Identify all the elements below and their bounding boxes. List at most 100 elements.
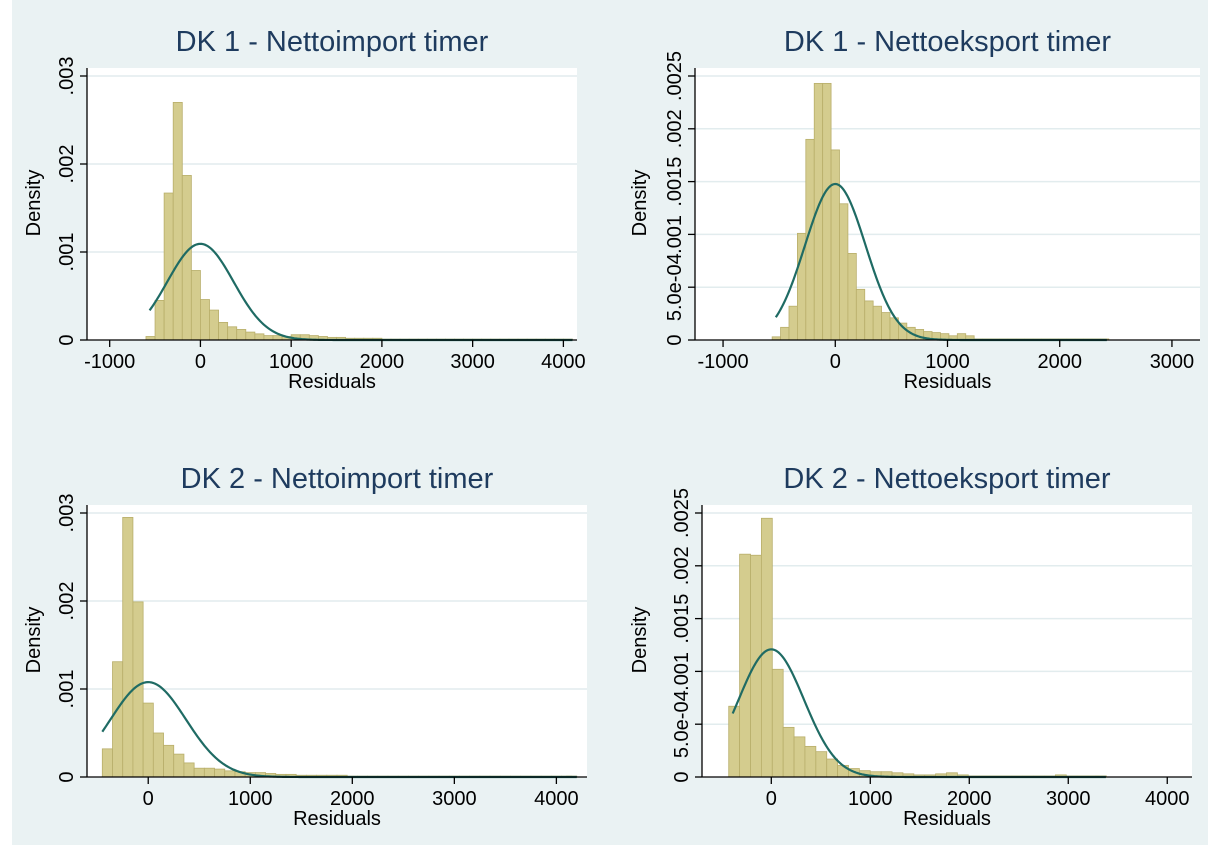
y-tick-label-3: .003 <box>56 494 78 533</box>
histogram-bar-13 <box>872 305 882 341</box>
histogram-bar-3 <box>163 192 174 341</box>
x-tick-label-4: 3000 <box>450 351 495 373</box>
y-axis-title: Density <box>629 170 651 237</box>
histogram-bar-9 <box>183 762 195 778</box>
x-tick-label-3: 3000 <box>432 788 477 810</box>
histogram-bar-8 <box>830 149 840 341</box>
histogram-bar-3 <box>750 554 762 778</box>
histogram-bar-6 <box>782 726 795 778</box>
x-tick-label-2: 1000 <box>925 351 970 373</box>
histogram-bar-8 <box>209 309 219 341</box>
y-tick-label-3: .003 <box>56 57 78 96</box>
histogram-panel-1: DK 1 - Nettoimport timer -1000 0 1000 2000 30… <box>23 26 586 393</box>
y-axis-title: Density <box>23 607 45 674</box>
histogram-bar-8 <box>173 753 185 778</box>
y-tick-label-1: .001 <box>56 670 78 709</box>
x-tick-label-1: 1000 <box>228 788 273 810</box>
y-axis-title: Density <box>23 170 45 237</box>
histogram-bar-10 <box>826 758 839 778</box>
y-tick-label-0: 0 <box>56 334 78 345</box>
y-tick-label-0: 0 <box>671 771 693 782</box>
histogram-bar-5 <box>181 175 192 341</box>
x-tick-label-2: 2000 <box>947 788 992 810</box>
histogram-bar-4 <box>172 102 183 341</box>
histogram-bar-14 <box>263 335 274 341</box>
x-axis-title: Residuals <box>288 371 376 393</box>
histogram-bar-2 <box>739 553 751 778</box>
histogram-bar-10 <box>193 767 205 778</box>
plot-area <box>87 505 587 777</box>
x-tick-label-0: -1000 <box>697 351 748 373</box>
histogram-bar-7 <box>200 299 210 341</box>
x-axis-title: Residuals <box>903 808 991 830</box>
histogram-bar-3 <box>122 517 134 778</box>
histogram-bar-9 <box>218 321 229 341</box>
histogram-bar-7 <box>822 82 832 341</box>
histogram-bar-2 <box>780 326 790 341</box>
histogram-panel-4: DK 2 - Nettoeksport timer 0 1000 2000 3000 40… <box>629 463 1192 830</box>
histogram-bar-11 <box>203 767 215 778</box>
histogram-bar-8 <box>804 745 817 778</box>
histogram-bar-4 <box>760 517 773 778</box>
plot-area <box>695 68 1200 340</box>
x-tick-label-2: 1000 <box>269 351 314 373</box>
x-tick-label-3: 2000 <box>360 351 405 373</box>
x-tick-label-5: 4000 <box>541 351 586 373</box>
histogram-bar-1 <box>101 748 113 778</box>
histogram-bar-5 <box>142 702 154 778</box>
histogram-bar-12 <box>864 300 874 341</box>
x-tick-label-1: 0 <box>195 351 206 373</box>
y-tick-label-2: .002 <box>56 582 78 621</box>
x-tick-label-1: 1000 <box>848 788 893 810</box>
y-tick-label-2: .001 <box>671 652 693 691</box>
histogram-panel-2: DK 1 - Nettoeksport timer -1000 0 1000 2000 3… <box>629 26 1200 393</box>
histogram-bar-7 <box>793 736 806 778</box>
y-tick-label-2: .001 <box>664 215 686 254</box>
histogram-bar-14 <box>881 312 891 341</box>
histogram-bar-6 <box>152 732 164 778</box>
y-tick-label-2: .002 <box>56 145 78 184</box>
x-tick-label-4: 4000 <box>534 788 579 810</box>
y-tick-label-1: .001 <box>56 233 78 272</box>
x-tick-label-0: 0 <box>143 788 154 810</box>
histogram-bar-13 <box>224 770 236 778</box>
chart-title: DK 1 - Nettoeksport timer <box>784 26 1111 58</box>
histogram-bar-2 <box>154 299 165 341</box>
histogram-figure: DK 1 - Nettoimport timer -1000 0 1000 2000 30… <box>12 0 1208 845</box>
histogram-bar-5 <box>771 668 784 778</box>
histogram-bar-11 <box>236 329 247 341</box>
y-tick-label-5: .0025 <box>671 488 693 538</box>
y-tick-label-4: .002 <box>664 109 686 148</box>
y-tick-label-5: .0025 <box>664 51 686 101</box>
y-tick-label-4: .002 <box>671 546 693 585</box>
histogram-bar-9 <box>839 203 849 341</box>
y-tick-label-3: .0015 <box>671 594 693 644</box>
y-tick-label-1: 5.0e-04 <box>664 253 686 321</box>
y-tick-label-0: 0 <box>664 334 686 345</box>
histogram-bar-3 <box>788 305 798 341</box>
figure-canvas: DK 1 - Nettoimport timer -1000 0 1000 2000 30… <box>23 26 1200 830</box>
chart-title: DK 2 - Nettoeksport timer <box>783 463 1110 495</box>
x-tick-label-3: 2000 <box>1037 351 1082 373</box>
histogram-bar-10 <box>847 253 857 341</box>
y-tick-label-0: 0 <box>56 771 78 782</box>
x-tick-label-4: 4000 <box>1145 788 1190 810</box>
histogram-panel-3: DK 2 - Nettoimport timer 0 1000 2000 3000 400… <box>23 463 587 830</box>
histogram-bar-11 <box>855 288 866 341</box>
histogram-bar-6 <box>190 270 201 341</box>
plot-area <box>87 68 577 340</box>
x-tick-label-2: 2000 <box>330 788 375 810</box>
histogram-bar-12 <box>214 768 226 778</box>
histogram-bar-15 <box>272 335 283 341</box>
x-tick-label-1: 0 <box>830 351 841 373</box>
y-tick-label-3: .0015 <box>664 157 686 207</box>
x-tick-label-3: 3000 <box>1046 788 1091 810</box>
x-axis-title: Residuals <box>904 371 992 393</box>
histogram-bar-1 <box>728 705 741 778</box>
histogram-bar-12 <box>245 331 256 341</box>
y-axis-title: Density <box>629 607 651 674</box>
x-axis-title: Residuals <box>293 808 381 830</box>
histogram-bar-2 <box>112 661 124 778</box>
x-tick-label-4: 3000 <box>1150 351 1195 373</box>
x-tick-label-0: -1000 <box>84 351 135 373</box>
